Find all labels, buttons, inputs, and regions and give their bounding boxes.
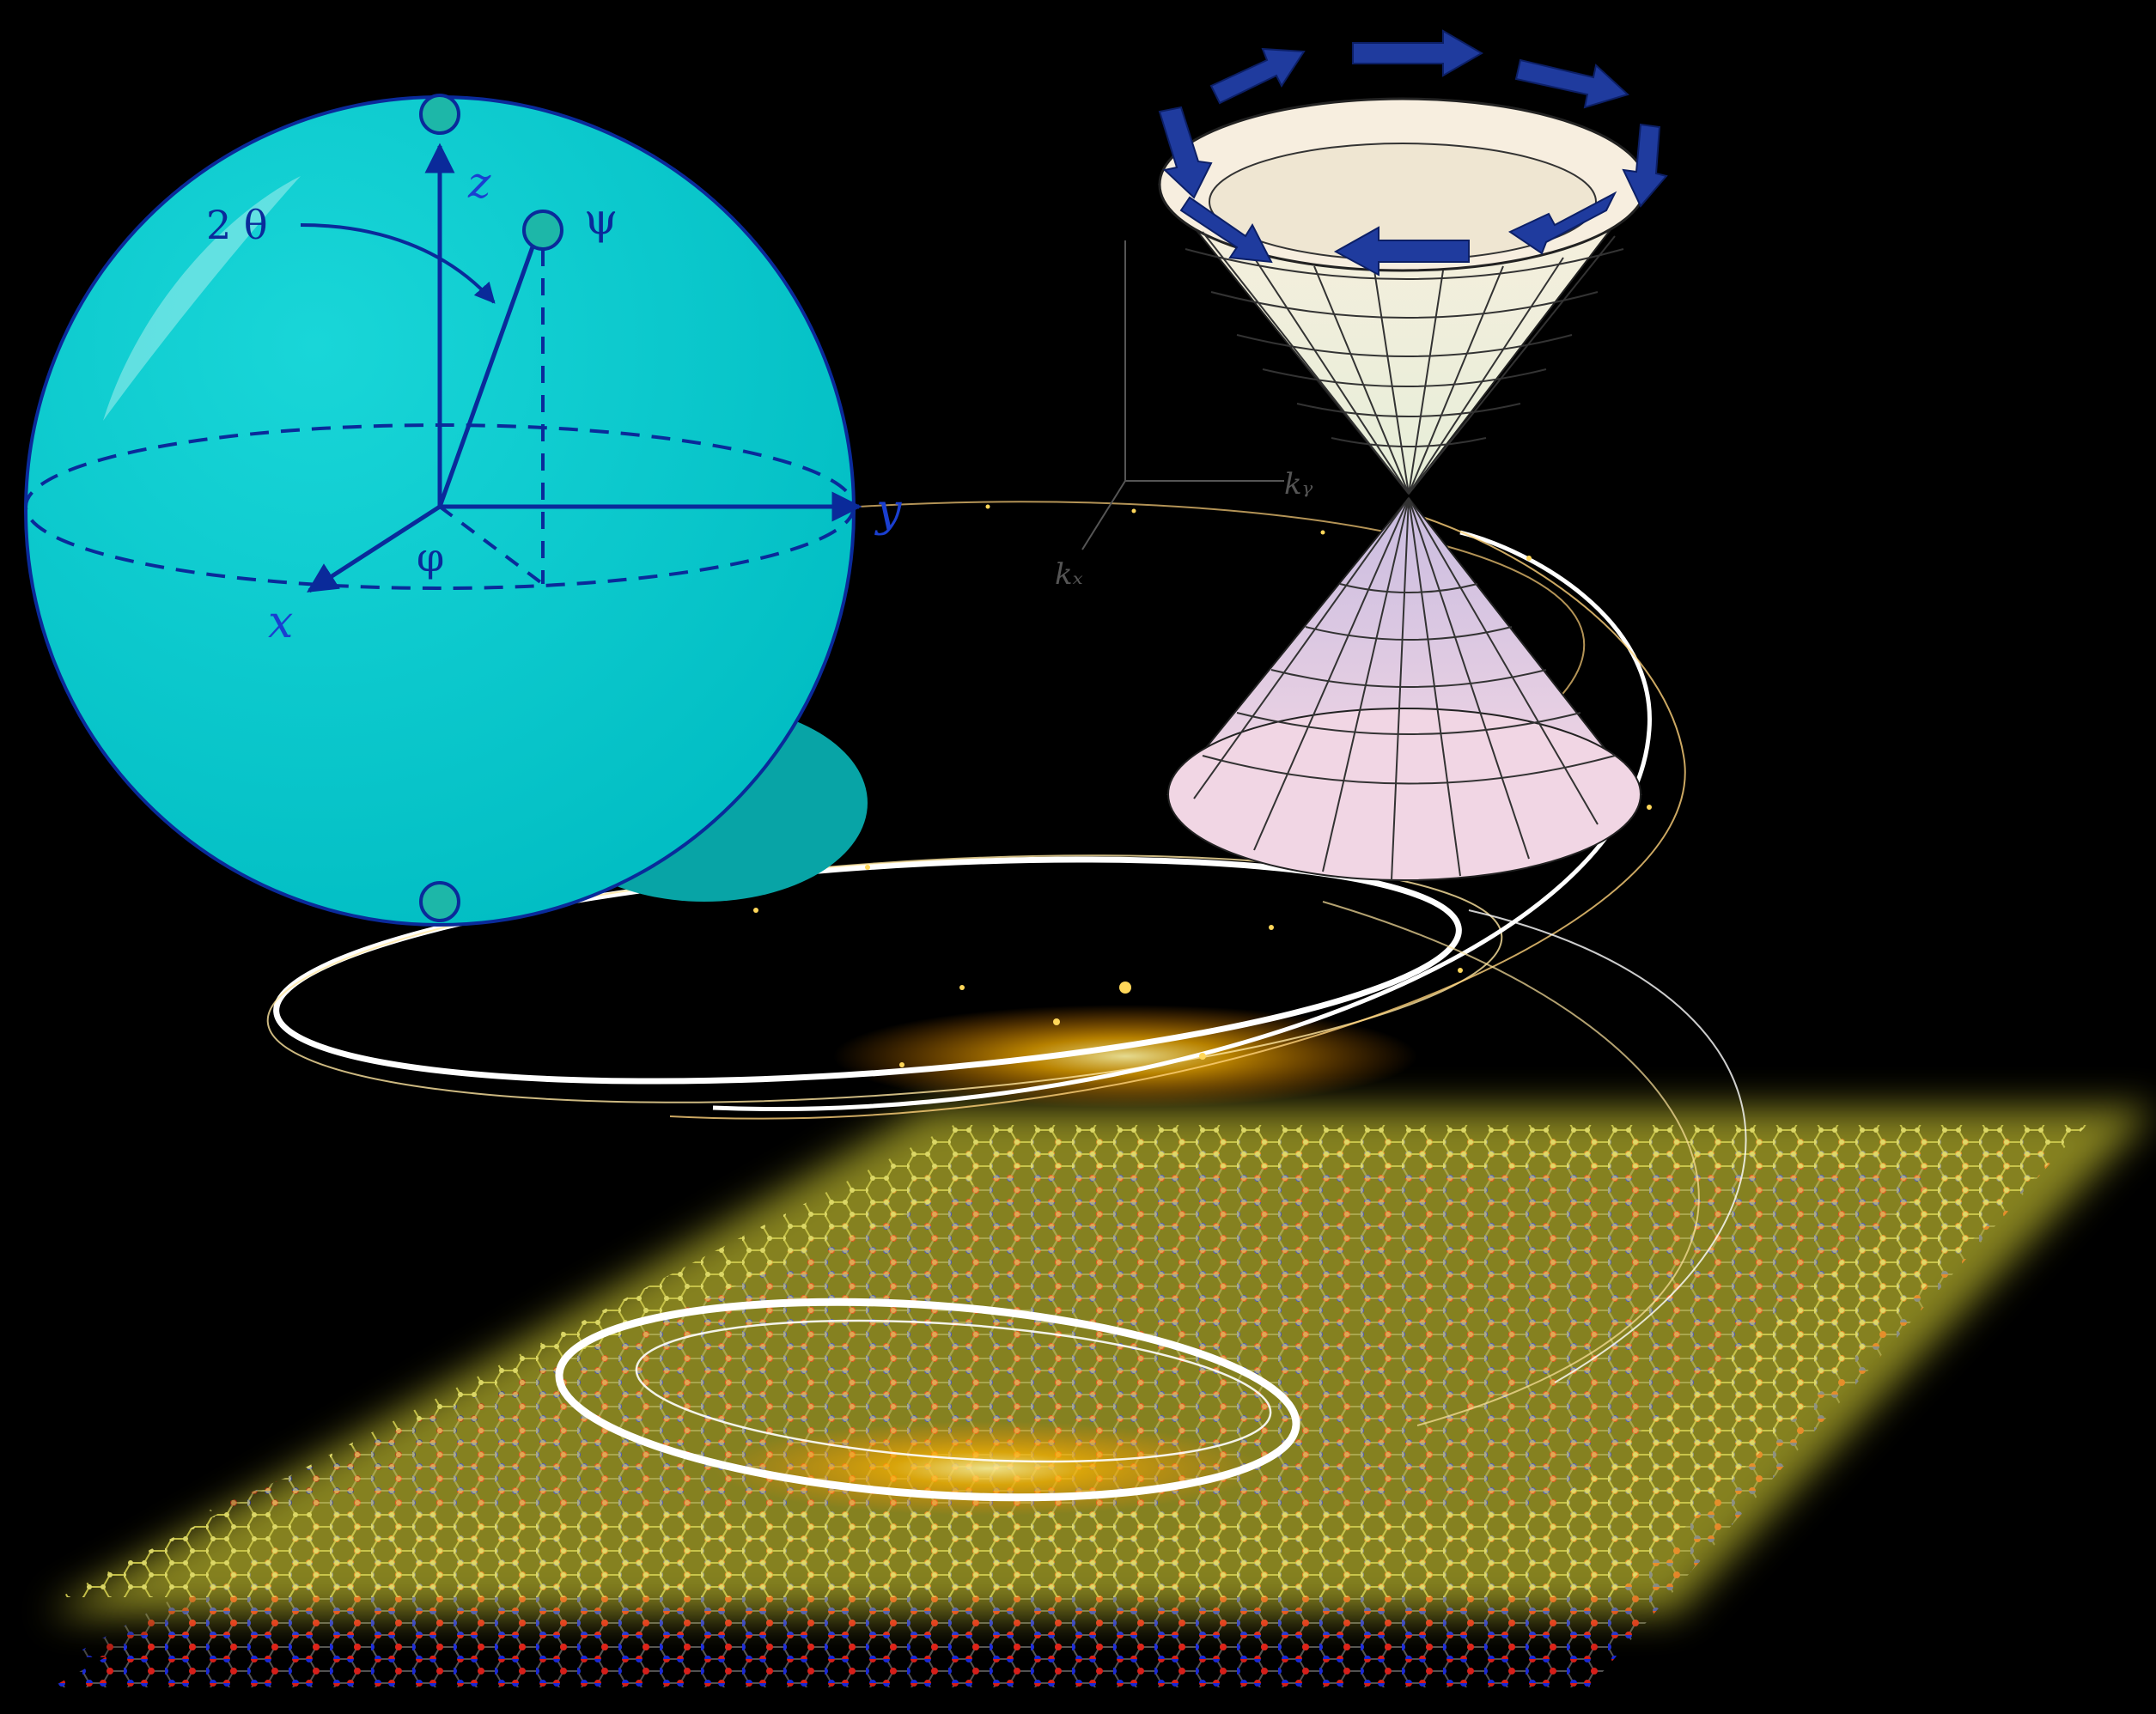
spin-arrow-top-right	[1514, 58, 1629, 109]
heterostructure-lattice	[47, 1108, 2156, 1687]
upper-cone-grid	[1185, 231, 1624, 495]
graphene-overlay	[206, 1168, 1950, 1511]
theta-arrow	[300, 223, 496, 304]
trail-descend	[1322, 901, 1700, 1426]
y-axis-label: y	[874, 485, 902, 537]
light-trails	[266, 501, 1747, 1516]
state-point	[522, 210, 563, 251]
phi-label: φ	[417, 534, 444, 580]
theta-label: 2 θ	[206, 202, 268, 248]
south-pole	[419, 881, 460, 922]
x-axis-label: x	[268, 597, 293, 648]
psi-label: ψ	[584, 194, 618, 244]
spin-arrow-top-left	[1209, 47, 1306, 105]
spin-arrow-top	[1352, 29, 1483, 77]
north-pole	[419, 94, 460, 135]
spin-arrow-lower-left	[1179, 196, 1273, 264]
spin-arrow-bottom	[1333, 226, 1470, 277]
x-axis	[307, 504, 442, 593]
trail-sweep-4	[1468, 909, 1747, 1383]
lower-cone-grid	[1193, 497, 1616, 881]
trail-ring-lower-inner	[635, 1319, 1272, 1463]
spin-arrow-right	[1622, 123, 1668, 208]
kx-axis	[1081, 480, 1126, 550]
dirac-cone: kᵧ kₓ	[1055, 29, 1668, 881]
trail-ring-lower	[555, 1298, 1300, 1502]
kx-axis-label: kₓ	[1055, 557, 1083, 592]
ky-axis-label: kᵧ	[1284, 467, 1313, 501]
spin-arrows	[1158, 29, 1668, 277]
state-vector	[437, 241, 537, 508]
spin-arrow-lower-right	[1507, 191, 1617, 255]
trail-sweep-1	[712, 530, 1652, 1112]
state-projection-plane	[438, 505, 545, 586]
spin-arrow-left	[1158, 106, 1213, 199]
z-axis-label: z	[467, 158, 491, 208]
gold-glow-lower	[713, 1421, 1263, 1516]
trail-sweep-2	[669, 514, 1686, 1120]
bloch-sphere: z y x 2 θ φ ψ	[24, 94, 902, 927]
trail-ring-upper	[273, 856, 1462, 1085]
gold-glow-upper	[833, 1005, 1417, 1108]
trail-ring-upper-thin	[266, 854, 1503, 1103]
